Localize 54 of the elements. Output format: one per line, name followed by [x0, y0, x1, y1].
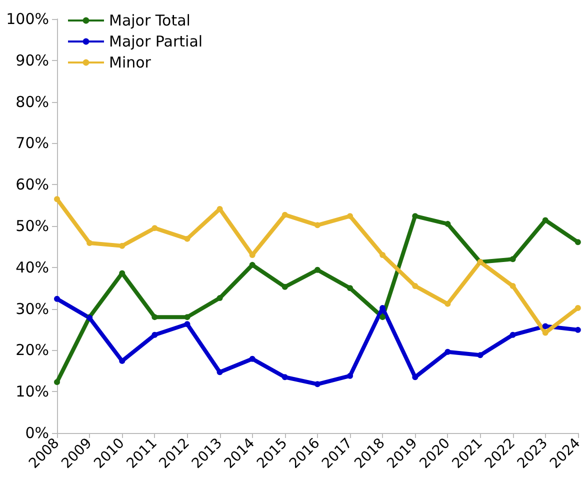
point — [314, 222, 320, 228]
point — [216, 295, 223, 302]
point — [216, 369, 223, 376]
y-tick-label: 20% — [16, 341, 49, 360]
point — [184, 236, 190, 242]
y-tick-label: 90% — [16, 51, 49, 70]
y-tick-label: 0% — [25, 424, 49, 442]
point — [282, 284, 288, 290]
point — [184, 314, 190, 320]
legend-label: Major Total — [109, 12, 190, 30]
point — [412, 213, 418, 220]
point — [282, 212, 288, 218]
point — [444, 300, 451, 307]
y-tick-label: 70% — [16, 134, 49, 152]
point — [380, 252, 386, 258]
y-tick-label: 40% — [16, 258, 49, 276]
point — [282, 374, 288, 380]
point — [477, 352, 484, 358]
point — [249, 356, 256, 362]
point — [574, 304, 581, 311]
point — [380, 314, 386, 320]
point — [347, 213, 354, 220]
point — [184, 321, 190, 328]
legend-label: Major Partial — [109, 32, 203, 50]
y-tick-label: 100% — [6, 10, 49, 28]
point — [314, 381, 320, 388]
point — [510, 256, 516, 262]
y-tick-label: 50% — [16, 217, 49, 235]
point — [54, 196, 60, 202]
point — [347, 285, 354, 292]
y-tick-label: 80% — [16, 92, 49, 111]
point — [86, 240, 93, 246]
point — [347, 372, 354, 379]
point — [444, 348, 451, 355]
point — [412, 283, 418, 290]
point — [54, 379, 60, 386]
point — [542, 330, 548, 336]
point — [119, 242, 126, 249]
y-tick-label: 30% — [16, 300, 49, 318]
point — [152, 225, 158, 232]
point — [444, 220, 451, 227]
point — [510, 332, 516, 338]
legend-label: Minor — [109, 54, 152, 72]
point — [314, 266, 320, 273]
y-tick-label: 60% — [16, 176, 49, 194]
point — [249, 262, 256, 268]
point — [574, 239, 581, 246]
point — [542, 323, 548, 330]
point — [54, 296, 60, 302]
point — [119, 358, 126, 364]
point — [510, 283, 516, 290]
point — [152, 332, 158, 338]
y-tick-label: 10% — [16, 382, 49, 401]
point — [542, 217, 548, 224]
